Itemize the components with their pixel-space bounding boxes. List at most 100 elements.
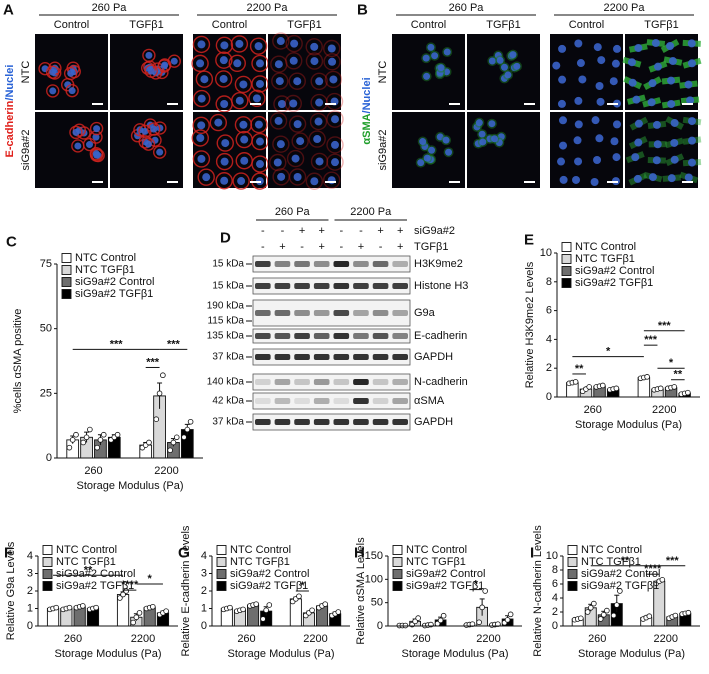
x-axis-label: Storage Modulus (Pa) bbox=[578, 648, 685, 660]
blot-band bbox=[274, 310, 291, 316]
nucleus bbox=[239, 120, 248, 129]
legend-label: siG9a#2 Control bbox=[581, 568, 661, 580]
condition-label: siG9a#2 bbox=[414, 225, 455, 237]
legend-label: NTC Control bbox=[406, 544, 467, 556]
membrane bbox=[326, 136, 344, 154]
stain-part: E-cadherin bbox=[4, 100, 16, 157]
membrane bbox=[228, 54, 246, 73]
column-label: TGFβ1 bbox=[486, 19, 520, 31]
nucleus bbox=[670, 155, 679, 164]
y-tick-label: 10 bbox=[546, 550, 558, 562]
blot-band bbox=[274, 398, 291, 404]
legend-swatch bbox=[567, 569, 578, 579]
data-point bbox=[253, 601, 259, 607]
nucleus bbox=[578, 75, 587, 84]
nucleus bbox=[150, 125, 158, 133]
x-tick-label: 260 bbox=[588, 633, 606, 645]
nucleus bbox=[296, 137, 305, 146]
significance-label: * bbox=[474, 579, 479, 591]
legend-swatch bbox=[216, 569, 227, 579]
data-point bbox=[83, 434, 90, 441]
x-axis-label: Storage Modulus (Pa) bbox=[228, 648, 335, 660]
data-point bbox=[578, 615, 584, 622]
blot-band bbox=[392, 283, 408, 289]
membrane bbox=[69, 125, 83, 140]
condition-sign: + bbox=[279, 241, 285, 253]
nucleus bbox=[290, 39, 299, 48]
nucleus bbox=[256, 59, 264, 68]
nucleus bbox=[628, 78, 637, 87]
nucleus bbox=[442, 136, 450, 144]
nucleus bbox=[197, 94, 206, 103]
nucleus bbox=[513, 62, 521, 70]
blot-band bbox=[313, 379, 330, 385]
blot-band bbox=[274, 283, 291, 289]
condition-sign: - bbox=[261, 241, 265, 253]
membrane bbox=[323, 53, 341, 71]
nucleus bbox=[558, 75, 567, 84]
legend-swatch bbox=[567, 581, 578, 591]
nucleus bbox=[686, 96, 695, 105]
membrane bbox=[270, 55, 288, 73]
nucleus bbox=[422, 54, 430, 62]
blot-band bbox=[353, 398, 369, 404]
x-tick-label: 260 bbox=[237, 633, 255, 645]
nucleus bbox=[64, 81, 72, 89]
blot-band bbox=[372, 379, 389, 385]
blot-band bbox=[392, 354, 408, 360]
legend-label: siG9a#2 TGFβ1 bbox=[575, 277, 653, 289]
x-tick-label: 2200 bbox=[131, 633, 155, 645]
data-point bbox=[100, 431, 107, 438]
nucleus bbox=[239, 80, 248, 89]
group-label: 260 Pa bbox=[449, 2, 485, 14]
data-point bbox=[150, 603, 156, 610]
data-point bbox=[87, 426, 93, 433]
nucleus bbox=[276, 140, 285, 149]
nucleus bbox=[488, 120, 496, 128]
membrane bbox=[63, 66, 78, 81]
data-point bbox=[66, 444, 73, 451]
data-point bbox=[240, 606, 246, 613]
blot-band bbox=[294, 261, 310, 267]
membrane bbox=[310, 93, 328, 112]
condition-sign: - bbox=[300, 241, 304, 253]
legend-swatch bbox=[216, 557, 227, 567]
data-point bbox=[173, 434, 180, 441]
cell-layer bbox=[421, 42, 453, 82]
nucleus bbox=[576, 59, 585, 68]
nucleus bbox=[293, 172, 302, 181]
blot-band bbox=[313, 419, 330, 425]
blot-strip bbox=[252, 348, 411, 366]
y-tick-label: 3 bbox=[201, 568, 207, 580]
blot-strip bbox=[252, 392, 411, 410]
nucleus bbox=[647, 98, 656, 107]
blot-band bbox=[294, 333, 310, 339]
membrane bbox=[285, 52, 303, 70]
nucleus bbox=[559, 141, 568, 150]
nucleus bbox=[632, 95, 641, 104]
data-point bbox=[335, 609, 342, 615]
data-point bbox=[644, 374, 650, 380]
cell-layer bbox=[625, 116, 702, 186]
membrane bbox=[214, 70, 233, 88]
nucleus bbox=[221, 139, 230, 148]
significance-label: ** bbox=[575, 363, 584, 375]
nucleus bbox=[68, 87, 76, 95]
blot-band bbox=[313, 310, 330, 316]
membrane bbox=[152, 145, 167, 159]
cell-layer bbox=[415, 131, 454, 168]
membrane bbox=[197, 168, 215, 186]
group-label: 2200 Pa bbox=[247, 2, 289, 14]
nucleus bbox=[653, 62, 662, 71]
panel-letter: C bbox=[6, 234, 17, 251]
panel-letter: A bbox=[3, 2, 14, 19]
membrane bbox=[89, 146, 104, 161]
data-point bbox=[309, 607, 315, 614]
condition-sign: + bbox=[358, 241, 364, 253]
blot-band bbox=[333, 398, 350, 404]
nucleus bbox=[92, 150, 100, 158]
column-label: TGFβ1 bbox=[287, 19, 321, 31]
stain-label: αSMA/Nuclei bbox=[361, 77, 373, 144]
blot-band bbox=[353, 283, 369, 289]
